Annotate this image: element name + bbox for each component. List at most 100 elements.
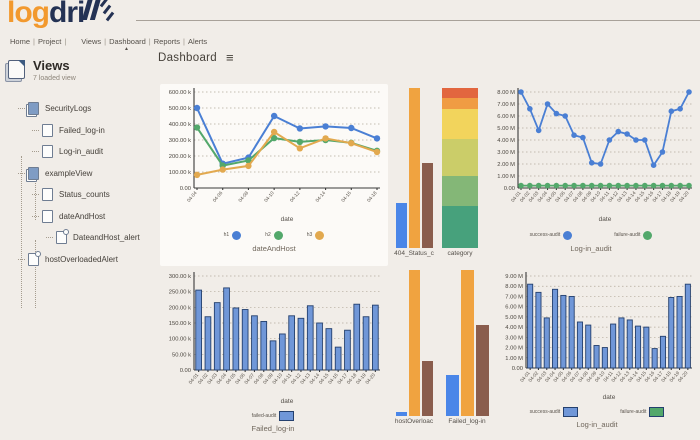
failed-login-bars-plot: 300.00 k 250.00 k 200.00 k 150.00 k 100.00 k… bbox=[158, 268, 388, 408]
svg-text:1.00 M: 1.00 M bbox=[505, 356, 523, 362]
chart-card-dateandhost[interactable]: 600.00 k 500.00 k 400.00 k 300.00 k 200.00 k… bbox=[160, 84, 388, 266]
legend-item-success-audit: success-audit bbox=[530, 407, 579, 417]
legend-swatch bbox=[273, 230, 283, 240]
views-stack-icon bbox=[8, 60, 25, 79]
legend-swatch bbox=[279, 411, 295, 421]
chart-title: Log-in_audit bbox=[570, 244, 612, 253]
svg-text:600.00 k: 600.00 k bbox=[169, 90, 191, 96]
chart-card-host-overloaded[interactable]: hostOverloac bbox=[392, 270, 436, 425]
logo-ll-strokes bbox=[82, 0, 115, 24]
nav-separator: | bbox=[64, 37, 67, 46]
document-icon bbox=[42, 188, 53, 202]
chart-card-404-status[interactable]: 404_Status_c bbox=[392, 88, 436, 257]
mini-bar bbox=[395, 203, 407, 248]
nav-separator: | bbox=[104, 37, 107, 46]
sidebar-item-securitylogs[interactable]: SecurityLogs bbox=[0, 98, 154, 120]
nav-item-reports[interactable]: Reports bbox=[153, 37, 181, 46]
tree-stub bbox=[46, 237, 53, 239]
chart-title: Failed_log-in bbox=[251, 424, 295, 433]
tree-stub bbox=[32, 215, 39, 217]
login-audit-bars-legend: success-audit failure-audit bbox=[494, 404, 700, 420]
views-subtitle: 7 loaded view bbox=[33, 75, 76, 82]
chart-title: Log-in_audit bbox=[576, 420, 618, 429]
nav-separator: | bbox=[148, 37, 151, 46]
svg-text:300.00 k: 300.00 k bbox=[169, 274, 191, 280]
sidebar-item-label: hostOverloadedAlert bbox=[45, 254, 118, 264]
mini-bar bbox=[460, 270, 474, 416]
chart-card-category[interactable]: category bbox=[440, 88, 480, 257]
legend-label: h2 bbox=[265, 232, 271, 238]
svg-text:04-06: 04-06 bbox=[212, 190, 225, 204]
tree-connector bbox=[35, 174, 36, 220]
svg-text:date: date bbox=[281, 398, 294, 405]
legend-item-failed-audit: failed-audit bbox=[252, 411, 295, 421]
sidebar-item-status_counts[interactable]: Status_counts bbox=[0, 184, 154, 206]
legend-label: success-audit bbox=[529, 409, 561, 415]
svg-text:0.00: 0.00 bbox=[180, 368, 191, 374]
svg-text:300.00 k: 300.00 k bbox=[169, 138, 191, 144]
svg-text:04-08: 04-08 bbox=[237, 190, 250, 204]
svg-text:6.00 M: 6.00 M bbox=[505, 305, 523, 311]
svg-text:100.00 k: 100.00 k bbox=[169, 170, 191, 176]
svg-text:0.00: 0.00 bbox=[504, 186, 515, 192]
document-icon bbox=[42, 209, 53, 223]
sidebar-item-label: Failed_log-in bbox=[59, 125, 105, 135]
dashboard-header: Dashboard ≡ bbox=[158, 50, 234, 65]
svg-text:50.00 k: 50.00 k bbox=[172, 352, 191, 358]
nav-item-views[interactable]: Views bbox=[81, 37, 102, 46]
sidebar-item-failed_log-in[interactable]: Failed_log-in bbox=[0, 120, 154, 142]
svg-text:0.00: 0.00 bbox=[180, 186, 191, 192]
document-icon bbox=[42, 145, 53, 159]
legend-label: success-audit bbox=[529, 232, 561, 238]
svg-text:04-14: 04-14 bbox=[315, 190, 328, 204]
legend-swatch bbox=[232, 230, 242, 240]
stack-segment bbox=[442, 97, 478, 109]
legend-label: h3 bbox=[306, 232, 313, 238]
chart-card-login-audit-line[interactable]: 8.00 M 7.00 M 6.00 M 5.00 M 4.00 M 3.00 M 2.00… bbox=[482, 84, 700, 266]
legend-swatch bbox=[643, 230, 653, 240]
category-stack bbox=[442, 88, 478, 248]
tree-stub bbox=[18, 172, 25, 174]
sidebar-item-log-in_audit[interactable]: Log-in_audit bbox=[0, 141, 154, 163]
mini-bar bbox=[475, 325, 489, 416]
login-audit-line-legend: success-audit failure-audit bbox=[482, 226, 700, 244]
mini-bar bbox=[408, 88, 420, 248]
nav-item-project[interactable]: Project bbox=[37, 37, 62, 46]
svg-text:8.00 M: 8.00 M bbox=[497, 90, 515, 96]
mini-bar bbox=[421, 163, 433, 248]
mini-bar bbox=[408, 270, 420, 416]
legend-swatch bbox=[315, 230, 325, 240]
svg-text:0.00: 0.00 bbox=[512, 366, 523, 372]
failed-login-mini-bars bbox=[440, 270, 494, 416]
mini-bar bbox=[445, 375, 459, 416]
menu-icon[interactable]: ≡ bbox=[225, 50, 234, 65]
sidebar-item-exampleview[interactable]: exampleView bbox=[0, 163, 154, 185]
svg-text:4.00 M: 4.00 M bbox=[505, 325, 523, 331]
legend-label: failure-audit bbox=[614, 232, 641, 238]
nav-item-alerts[interactable]: Alerts bbox=[187, 37, 208, 46]
nav-separator: | bbox=[183, 37, 185, 46]
failed-login-legend: failed-audit bbox=[158, 408, 388, 424]
dateandhost-legend: h1 h2 h3 bbox=[160, 226, 388, 244]
chart-card-failed-login-bars[interactable]: 300.00 k 250.00 k 200.00 k 150.00 k 100.00 k… bbox=[158, 268, 388, 440]
legend-label: h1 bbox=[223, 232, 230, 238]
sidebar-item-label: Log-in_audit bbox=[59, 147, 104, 157]
svg-text:400.00 k: 400.00 k bbox=[169, 122, 191, 128]
svg-text:04-12: 04-12 bbox=[289, 190, 302, 204]
sidebar-item-dateandhost[interactable]: dateAndHost bbox=[0, 206, 154, 228]
sidebar-item-label: DateandHost_alert bbox=[73, 233, 140, 243]
svg-text:100.00 k: 100.00 k bbox=[169, 337, 191, 343]
nav-item-dashboard[interactable]: Dashboard bbox=[109, 37, 146, 46]
svg-text:7.00 M: 7.00 M bbox=[497, 102, 515, 108]
legend-label: failure-audit bbox=[620, 409, 647, 415]
sidebar-item-dateandhost_alert[interactable]: DateandHost_alert bbox=[0, 227, 154, 249]
logdrill-logo[interactable]: logdri bbox=[7, 0, 115, 30]
svg-text:2.00 M: 2.00 M bbox=[505, 346, 523, 352]
legend-swatch bbox=[563, 230, 573, 240]
nav-item-home[interactable]: Home bbox=[10, 37, 31, 46]
host-overloaded-bars bbox=[392, 270, 436, 416]
legend-swatch bbox=[563, 407, 579, 417]
chart-card-failed-login-mini[interactable]: Failed_log-in bbox=[440, 270, 494, 425]
chart-card-login-audit-bars[interactable]: 9.00 M 8.00 M 7.00 M 6.00 M 5.00 M 4.00 M 3.00… bbox=[494, 268, 700, 440]
sidebar-item-hostoverloadedalert[interactable]: hostOverloadedAlert bbox=[0, 249, 154, 271]
